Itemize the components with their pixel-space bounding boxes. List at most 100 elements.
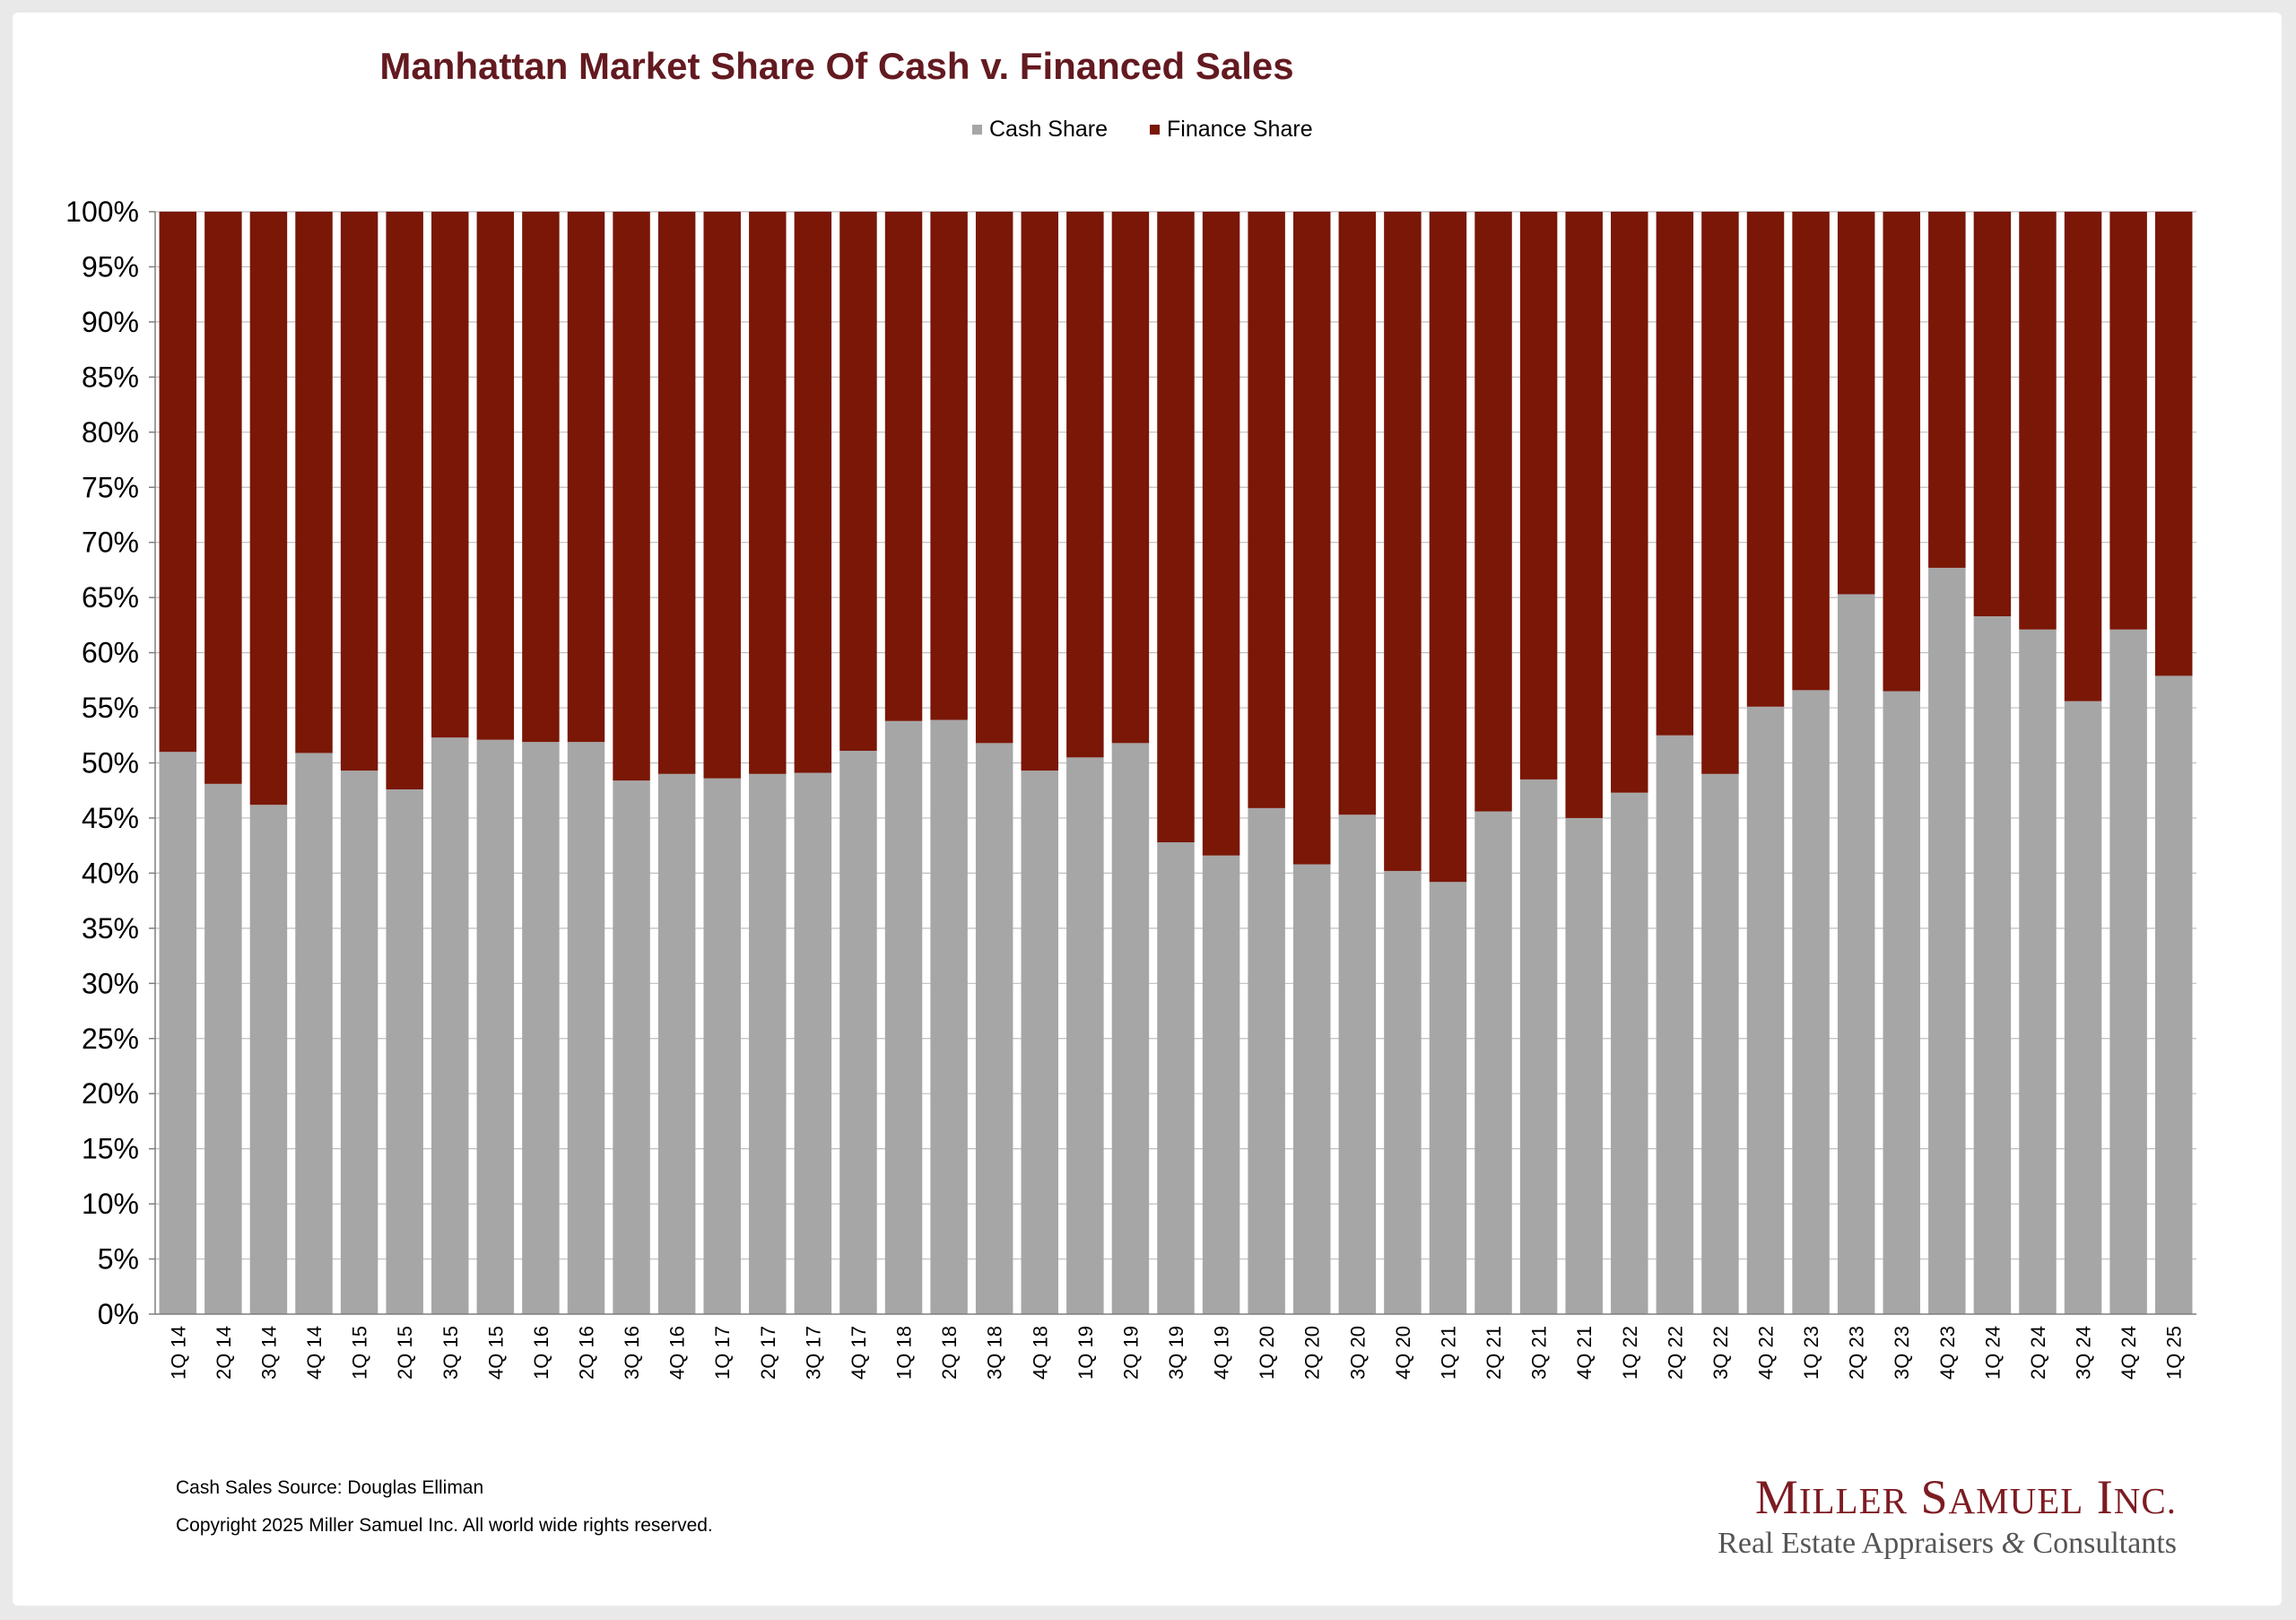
bar-cash-share <box>2064 701 2102 1314</box>
x-tick-label: 4Q 22 <box>1755 1326 1778 1380</box>
x-tick-label: 4Q 17 <box>848 1326 870 1380</box>
bar-cash-share <box>884 720 923 1314</box>
x-tick-label: 3Q 14 <box>257 1326 280 1380</box>
y-tick-label: 95% <box>82 250 139 283</box>
x-tick-label: 1Q 22 <box>1619 1326 1641 1380</box>
bar-finance-share <box>1837 212 1875 595</box>
bar-cash-share <box>249 805 288 1314</box>
x-tick-label: 3Q 20 <box>1346 1326 1369 1380</box>
x-tick-label: 4Q 15 <box>484 1326 507 1380</box>
y-tick-label: 0% <box>98 1298 139 1330</box>
bar-cash-share <box>159 752 197 1314</box>
bar-finance-share <box>2109 212 2147 630</box>
bar-cash-share <box>1338 814 1377 1314</box>
x-tick-label: 4Q 21 <box>1573 1326 1596 1380</box>
bar-finance-share <box>1248 212 1285 808</box>
bar-cash-share <box>1429 882 1467 1314</box>
bar-cash-share <box>431 737 469 1314</box>
bar-finance-share <box>386 212 423 789</box>
bar-cash-share <box>340 771 378 1314</box>
y-tick-label: 75% <box>82 471 139 503</box>
x-tick-label: 4Q 14 <box>303 1326 326 1380</box>
legend-label-cash-share: Cash Share <box>989 117 1108 142</box>
bar-finance-share <box>2154 212 2193 676</box>
y-tick-label: 90% <box>82 306 139 338</box>
bar-finance-share <box>2019 212 2057 630</box>
y-tick-label: 15% <box>82 1133 139 1165</box>
bar-cash-share <box>1292 864 1331 1314</box>
y-tick-label: 25% <box>82 1023 139 1055</box>
x-tick-label: 2Q 17 <box>757 1326 779 1380</box>
bar-finance-share <box>930 212 968 720</box>
x-tick-label: 2Q 20 <box>1301 1326 1324 1380</box>
bar-finance-share <box>1111 212 1150 744</box>
x-tick-label: 1Q 24 <box>1981 1326 2004 1380</box>
bar-finance-share <box>1565 212 1603 818</box>
bar-cash-share <box>613 780 650 1314</box>
legend-swatch-cash-share <box>972 125 982 135</box>
x-tick-label: 1Q 23 <box>1800 1326 1822 1380</box>
x-tick-label: 4Q 23 <box>1936 1326 1959 1380</box>
bar-cash-share <box>1883 691 1920 1314</box>
bar-finance-share <box>1202 212 1240 856</box>
bar-cash-share <box>1384 870 1422 1314</box>
x-tick-label: 3Q 24 <box>2073 1326 2095 1380</box>
chart: Manhattan Market Share Of Cash v. Financ… <box>65 45 2196 1380</box>
legend-swatch-finance-share <box>1150 125 1160 135</box>
x-tick-label: 3Q 22 <box>1709 1326 1732 1380</box>
y-tick-label: 10% <box>82 1188 139 1220</box>
bar-finance-share <box>1384 212 1422 871</box>
bar-finance-share <box>204 212 242 784</box>
y-tick-label: 40% <box>82 857 139 889</box>
bar-finance-share <box>1157 212 1195 842</box>
bar-finance-share <box>1883 212 1920 692</box>
bar-cash-share <box>1792 690 1830 1314</box>
bar-finance-share <box>749 212 787 774</box>
y-tick-label: 50% <box>82 747 139 780</box>
bar-cash-share <box>1157 841 1195 1314</box>
bar-cash-share <box>1837 594 1875 1314</box>
x-tick-label: 2Q 24 <box>2027 1326 2049 1380</box>
x-tick-label: 2Q 21 <box>1483 1326 1505 1380</box>
x-tick-label: 4Q 24 <box>2118 1326 2140 1380</box>
x-tick-label: 3Q 18 <box>984 1326 1006 1380</box>
x-tick-label: 3Q 21 <box>1528 1326 1551 1380</box>
bar-finance-share <box>340 212 378 771</box>
x-tick-label: 3Q 23 <box>1891 1326 1913 1380</box>
x-tick-label: 1Q 21 <box>1437 1326 1459 1380</box>
bar-cash-share <box>749 773 787 1314</box>
bar-finance-share <box>1611 212 1648 793</box>
x-tick-label: 4Q 19 <box>1211 1326 1233 1380</box>
bar-finance-share <box>703 212 741 779</box>
bar-finance-share <box>1429 212 1467 883</box>
x-tick-label: 4Q 16 <box>666 1326 689 1380</box>
bar-finance-share <box>839 212 877 751</box>
y-tick-label: 45% <box>82 802 139 834</box>
x-axis-ticks: 1Q 14 2Q 14 3Q 14 4Q 14 1Q 15 2Q 15 3Q 15 4Q 15… <box>167 1326 2185 1380</box>
y-tick-label: 100% <box>65 196 139 228</box>
x-tick-label: 2Q 18 <box>938 1326 961 1380</box>
bar-finance-share <box>159 212 197 753</box>
y-tick-label: 30% <box>82 967 139 999</box>
x-tick-label: 1Q 15 <box>349 1326 371 1380</box>
bar-finance-share <box>1021 212 1059 771</box>
logo-tagline: Real Estate Appraisers & Consultants <box>1718 1527 2177 1560</box>
y-tick-label: 60% <box>82 637 139 669</box>
bar-finance-share <box>567 212 605 743</box>
bar-finance-share <box>1928 212 1966 568</box>
bar-cash-share <box>2109 629 2147 1314</box>
bar-finance-share <box>1066 212 1104 758</box>
x-tick-label: 2Q 15 <box>394 1326 416 1380</box>
x-tick-label: 1Q 17 <box>711 1326 734 1380</box>
bar-cash-share <box>1656 735 1694 1314</box>
bar-cash-share <box>522 742 560 1314</box>
bar-cash-share <box>930 719 968 1314</box>
chart-title: Manhattan Market Share Of Cash v. Financ… <box>379 45 1293 87</box>
x-tick-label: 1Q 14 <box>167 1326 189 1380</box>
x-tick-label: 4Q 18 <box>1029 1326 1051 1380</box>
bar-finance-share <box>2064 212 2102 701</box>
bar-finance-share <box>975 212 1013 744</box>
bar-cash-share <box>1565 817 1603 1314</box>
copyright-note: Copyright 2025 Miller Samuel Inc. All wo… <box>176 1515 713 1536</box>
y-tick-label: 80% <box>82 416 139 449</box>
